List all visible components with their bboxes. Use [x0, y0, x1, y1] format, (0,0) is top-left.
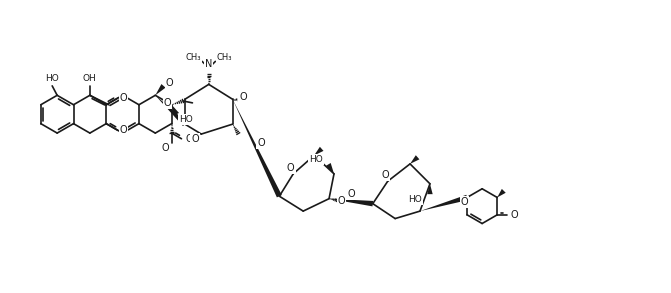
Text: HO: HO	[178, 115, 193, 124]
Polygon shape	[329, 199, 373, 206]
Polygon shape	[497, 189, 506, 197]
Text: O: O	[347, 189, 355, 199]
Text: CH₃: CH₃	[185, 53, 201, 62]
Text: O: O	[164, 98, 171, 108]
Text: HO: HO	[309, 155, 323, 164]
Text: O: O	[185, 134, 193, 144]
Polygon shape	[155, 95, 187, 126]
Polygon shape	[155, 84, 166, 95]
Polygon shape	[172, 105, 179, 115]
Text: O: O	[120, 93, 127, 103]
Polygon shape	[314, 147, 323, 156]
Polygon shape	[427, 184, 433, 194]
Text: O: O	[381, 170, 389, 180]
Text: O: O	[239, 92, 247, 102]
Text: O: O	[510, 210, 518, 220]
Text: O: O	[191, 134, 199, 144]
Polygon shape	[233, 99, 282, 197]
Text: O: O	[287, 163, 295, 173]
Text: O: O	[257, 138, 265, 148]
Text: OH: OH	[83, 74, 97, 83]
Polygon shape	[326, 163, 334, 174]
Text: CH₃: CH₃	[217, 53, 232, 62]
Text: O: O	[461, 197, 468, 207]
Text: O: O	[120, 125, 127, 135]
Polygon shape	[420, 195, 468, 211]
Text: O: O	[338, 196, 345, 206]
Text: O: O	[166, 78, 173, 88]
Polygon shape	[410, 155, 419, 164]
Text: HO: HO	[408, 195, 422, 204]
Text: N: N	[205, 59, 213, 69]
Text: HO: HO	[46, 74, 59, 83]
Text: O: O	[162, 144, 170, 154]
